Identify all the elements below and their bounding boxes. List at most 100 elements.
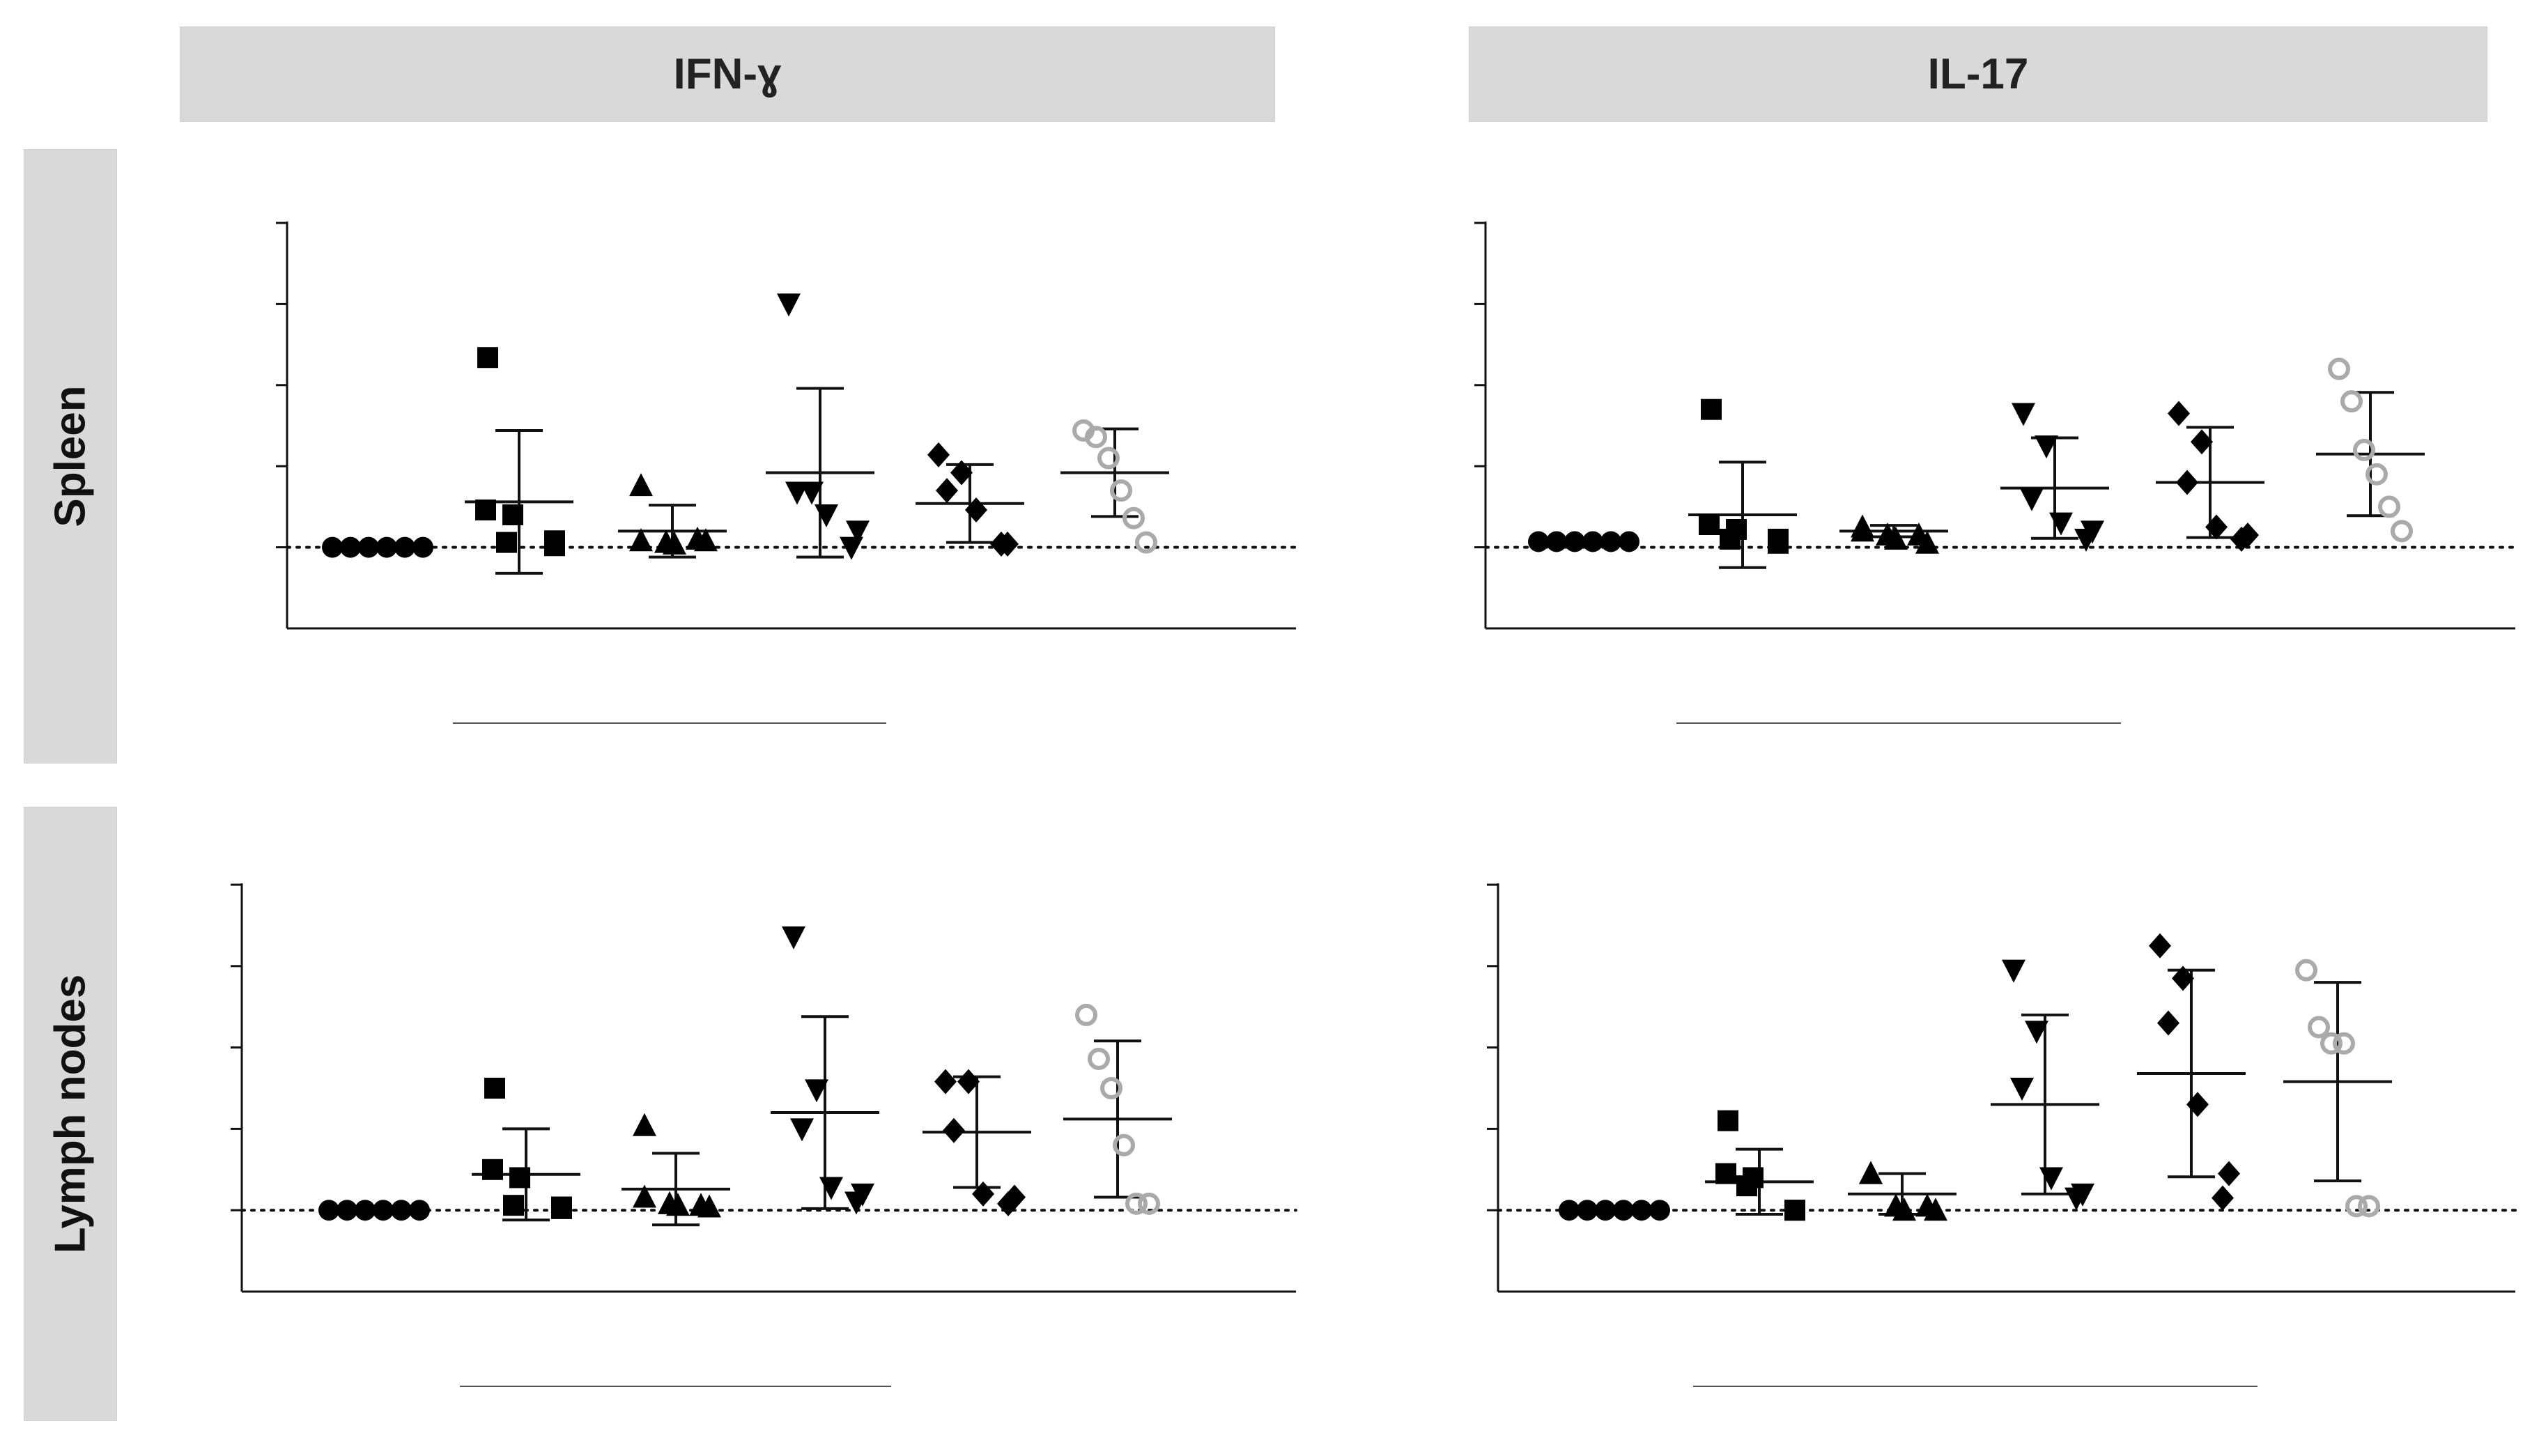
data-point <box>2218 1161 2240 1186</box>
data-point <box>1631 1200 1652 1221</box>
data-point <box>1138 1192 1160 1215</box>
data-point <box>477 347 498 369</box>
data-point <box>782 926 805 950</box>
data-point <box>1075 1003 1097 1026</box>
data-point <box>2230 526 2253 552</box>
data-point <box>1884 526 1908 550</box>
data-point <box>633 1184 656 1208</box>
data-point <box>2025 1021 2048 1044</box>
data-point <box>1649 1200 1670 1221</box>
data-point <box>1559 1200 1580 1221</box>
data-point <box>1924 1198 1947 1221</box>
data-point <box>482 1159 503 1180</box>
data-point <box>694 528 718 552</box>
data-point <box>496 532 517 553</box>
data-point <box>805 1079 828 1103</box>
data-point <box>2191 429 2213 455</box>
data-point <box>1613 1200 1634 1221</box>
data-point <box>2065 1187 2088 1211</box>
data-point <box>663 531 686 555</box>
data-point <box>1715 1163 1736 1184</box>
data-point <box>2205 514 2228 540</box>
data-point <box>2212 1185 2234 1211</box>
data-point <box>815 504 838 528</box>
data-point <box>2345 1195 2368 1218</box>
data-point <box>2012 403 2035 426</box>
data-point <box>972 1181 994 1207</box>
data-point <box>502 504 523 526</box>
data-point <box>990 531 1012 557</box>
data-point <box>394 536 415 558</box>
data-point <box>936 478 958 504</box>
data-point <box>2020 488 2044 511</box>
data-point <box>2328 357 2350 380</box>
data-point <box>551 1198 572 1219</box>
data-point <box>1859 1161 1883 1184</box>
column-header-ifn-label: IFN-ɣ <box>673 50 782 98</box>
data-point <box>2039 1167 2063 1191</box>
data-point <box>1718 1110 1738 1131</box>
data-point <box>373 1200 394 1221</box>
data-point <box>965 497 987 523</box>
data-point <box>318 1200 339 1221</box>
data-point <box>2186 1092 2209 1117</box>
data-point <box>844 1191 868 1215</box>
data-point <box>409 1200 430 1221</box>
data-point <box>1528 531 1549 552</box>
data-point <box>1892 1198 1916 1221</box>
data-point <box>2074 528 2098 552</box>
row-header-spleen: Spleen <box>24 149 117 764</box>
data-point <box>1546 531 1567 552</box>
data-point <box>358 536 379 558</box>
data-point <box>2340 390 2363 413</box>
data-point <box>544 535 565 557</box>
data-point <box>2333 1032 2355 1055</box>
row-header-lymph-nodes: Lymph nodes <box>24 807 117 1421</box>
data-point <box>629 528 653 552</box>
data-point <box>777 293 801 317</box>
row-header-spleen-label: Spleen <box>46 385 95 527</box>
chart-panel-a <box>276 222 1297 724</box>
data-point <box>340 536 361 558</box>
data-point <box>1122 506 1145 529</box>
data-point <box>1768 532 1789 554</box>
data-point <box>846 520 870 544</box>
column-header-il17-label: IL-17 <box>1927 50 2029 98</box>
data-point <box>2358 1195 2380 1218</box>
data-point <box>1600 531 1621 552</box>
data-point <box>2391 520 2413 543</box>
data-point <box>376 536 397 558</box>
data-point <box>2049 512 2073 536</box>
data-point <box>1582 531 1603 552</box>
chart-panel-d <box>1487 883 2517 1387</box>
data-point <box>1113 1133 1135 1156</box>
data-point <box>2002 959 2025 983</box>
data-point <box>2308 1016 2330 1039</box>
data-point <box>1125 1192 1148 1215</box>
data-point <box>1088 1047 1110 1070</box>
data-point <box>1720 528 1741 550</box>
data-point <box>819 1177 843 1200</box>
data-point <box>840 536 863 560</box>
chart-panel-b <box>1474 222 2517 724</box>
data-point <box>2353 438 2375 461</box>
data-point <box>1564 531 1585 552</box>
data-point <box>1784 1200 1805 1221</box>
data-point <box>1619 531 1639 552</box>
data-point <box>1100 1077 1122 1099</box>
data-point <box>997 1191 1019 1216</box>
data-point <box>2366 463 2388 486</box>
data-point <box>322 536 343 558</box>
data-point <box>943 1117 965 1143</box>
data-point <box>629 473 653 497</box>
column-header-il17: IL-17 <box>1469 26 2487 122</box>
data-point <box>2035 435 2058 459</box>
column-header-ifn: IFN-ɣ <box>180 26 1275 122</box>
data-point <box>2149 933 2171 959</box>
data-point <box>1851 518 1874 542</box>
data-point <box>2320 1032 2343 1055</box>
data-point <box>475 499 496 521</box>
data-point <box>355 1200 376 1221</box>
data-point <box>1577 1200 1598 1221</box>
data-point <box>391 1200 412 1221</box>
